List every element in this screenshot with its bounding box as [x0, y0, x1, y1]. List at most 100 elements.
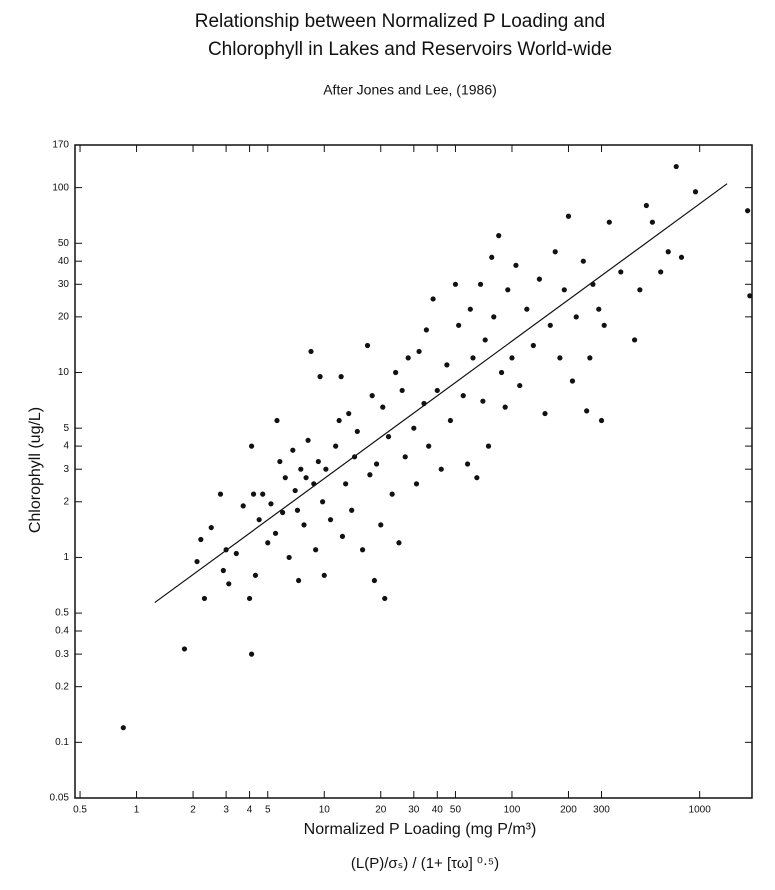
point [561, 287, 567, 293]
point [643, 202, 649, 209]
x-tick-label: 5 [265, 805, 271, 816]
point [277, 458, 283, 465]
point [542, 410, 548, 417]
point [692, 189, 699, 195]
point [346, 410, 352, 417]
point [565, 213, 572, 219]
point [226, 581, 232, 587]
x-tick-label: 0.5 [73, 805, 87, 816]
point [313, 547, 319, 553]
point [502, 404, 508, 410]
point [513, 262, 519, 268]
point [524, 306, 530, 312]
point [382, 595, 388, 602]
chart-title: Chlorophyll in Lakes and Reservoirs Worl… [208, 39, 612, 60]
y-tick-label: 170 [52, 140, 69, 151]
x-tick-label: 300 [593, 805, 610, 816]
point [665, 249, 671, 255]
x-tick-label: 1 [134, 805, 140, 816]
point [491, 314, 497, 320]
point [315, 458, 321, 465]
point [396, 540, 402, 546]
x-tick-label: 100 [504, 805, 521, 816]
point [280, 509, 286, 516]
x-formula: (L(P)/σₛ) / (1+ [τω] ⁰·⁵) [351, 855, 499, 872]
point [673, 163, 679, 170]
point [286, 554, 292, 561]
point [292, 487, 298, 494]
y-tick-label: 0.2 [55, 681, 69, 692]
y-tick-label: 30 [58, 279, 70, 290]
point [252, 572, 259, 578]
point [744, 208, 751, 214]
point [305, 437, 311, 443]
x-tick-label: 50 [450, 805, 462, 816]
point [194, 558, 200, 565]
point [208, 524, 214, 531]
y-tick-label: 10 [58, 367, 70, 378]
point [217, 491, 224, 497]
point [552, 249, 558, 255]
plot-frame [74, 144, 753, 799]
point [474, 475, 480, 481]
point [573, 314, 579, 320]
point [265, 540, 271, 546]
x-tick-label: 40 [432, 805, 444, 816]
x-tick-label: 10 [319, 805, 331, 816]
fit-line [154, 183, 728, 604]
point [411, 425, 417, 431]
point [601, 322, 607, 328]
point [343, 481, 349, 487]
x-tick-label: 200 [560, 805, 577, 816]
point [547, 322, 553, 328]
chart-title: Relationship between Normalized P Loadin… [195, 11, 606, 32]
point [120, 725, 126, 731]
y-tick-label: 0.1 [55, 737, 69, 748]
point [364, 342, 371, 349]
point [181, 646, 188, 652]
x-axis-label: Normalized P Loading (mg P/m³) [304, 821, 537, 838]
point [333, 443, 339, 449]
y-tick-label: 20 [58, 311, 70, 322]
y-tick-label: 100 [52, 182, 69, 193]
point [423, 327, 429, 333]
point [637, 287, 643, 293]
point [327, 517, 334, 523]
point [477, 281, 484, 287]
point [649, 219, 656, 225]
point [402, 454, 408, 460]
y-tick-label: 0.3 [55, 649, 69, 660]
point [233, 550, 239, 557]
point [248, 651, 255, 657]
point [371, 577, 378, 584]
point [413, 481, 420, 487]
point [308, 348, 314, 355]
point [557, 355, 563, 361]
point [282, 475, 288, 481]
y-tick-label: 0.5 [55, 608, 69, 619]
x-tick-label: 20 [375, 805, 387, 816]
y-axis-label: Chlorophyll (ug/L) [27, 407, 44, 533]
y-tick-label: 40 [58, 256, 70, 267]
y-tick-label: 4 [63, 441, 69, 452]
point [470, 355, 476, 361]
y-tick-label: 0.4 [55, 626, 69, 637]
x-tick-label: 1000 [689, 805, 712, 816]
point [198, 536, 204, 543]
y-tick-label: 5 [63, 423, 69, 434]
point [320, 499, 326, 505]
x-tick-label: 4 [247, 805, 253, 816]
point [272, 530, 279, 536]
point [260, 491, 266, 497]
point [747, 293, 753, 299]
point [598, 417, 605, 424]
point [367, 472, 373, 478]
point [434, 387, 440, 394]
point [321, 572, 327, 578]
point [569, 378, 576, 384]
point [587, 355, 593, 361]
point [485, 443, 492, 449]
y-tick-label: 3 [63, 464, 69, 475]
y-tick-label: 0.05 [50, 793, 70, 804]
point [220, 567, 226, 574]
